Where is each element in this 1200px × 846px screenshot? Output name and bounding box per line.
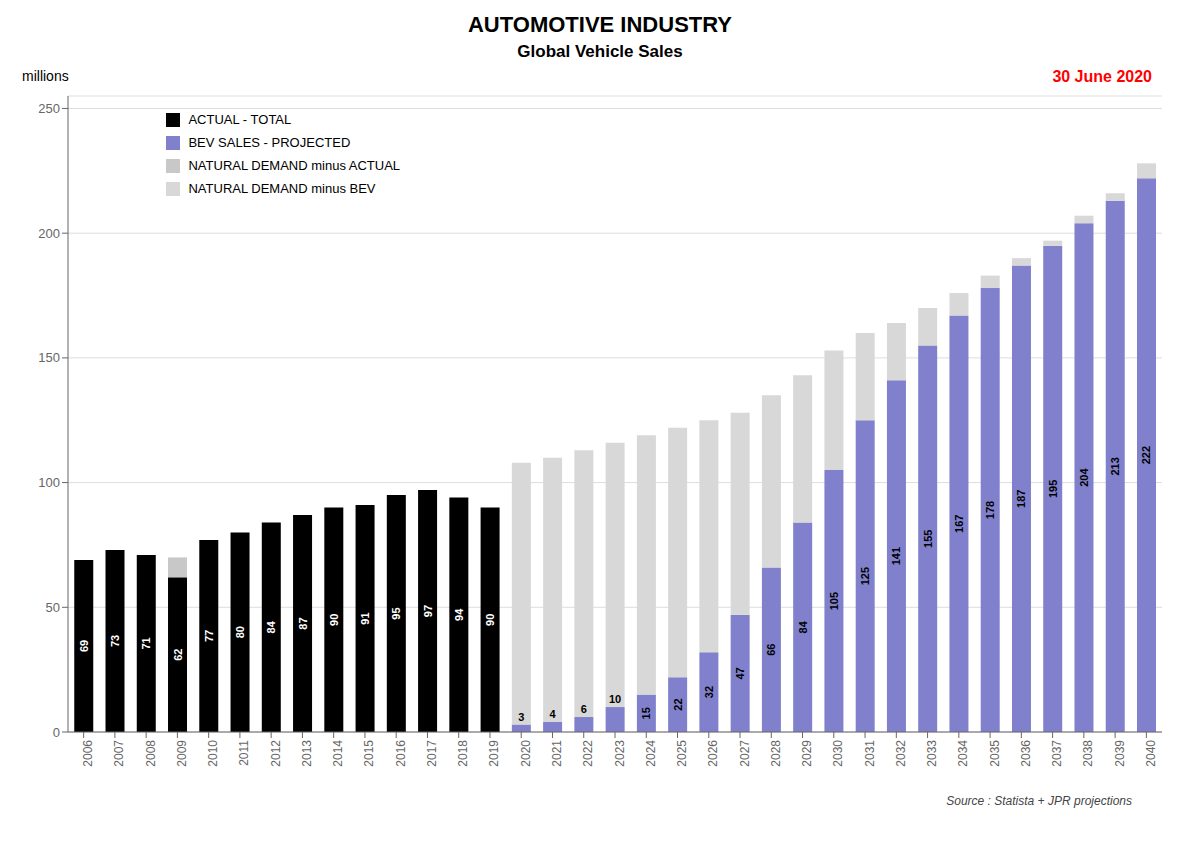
html-text:NATURAL DEMAND minus ACTUAL: NATURAL DEMAND minus ACTUAL [188,158,401,173]
svg-text:2018: 2018 [456,740,470,767]
svg-text:167: 167 [953,515,965,533]
svg-text:71: 71 [140,637,152,649]
svg-text:250: 250 [38,101,60,116]
svg-text:2010: 2010 [206,740,220,767]
svg-text:2015: 2015 [362,740,376,767]
svg-text:2017: 2017 [425,740,439,767]
svg-text:90: 90 [328,614,340,626]
svg-text:178: 178 [984,501,996,519]
svg-text:2032: 2032 [894,740,908,767]
svg-text:2023: 2023 [613,740,627,767]
svg-text:2019: 2019 [487,740,501,767]
html-text:BEV SALES - PROJECTED: BEV SALES - PROJECTED [188,135,351,150]
svg-text:2020: 2020 [519,740,533,767]
svg-text:2006: 2006 [81,740,95,767]
svg-text:2028: 2028 [769,740,783,767]
svg-text:22: 22 [672,698,684,710]
svg-text:150: 150 [38,350,60,365]
svg-text:105: 105 [828,592,840,610]
svg-text:2034: 2034 [956,740,970,767]
svg-text:2011: 2011 [237,740,251,766]
svg-text:2021: 2021 [550,740,564,767]
svg-text:91: 91 [359,612,371,624]
svg-text:94: 94 [453,608,465,621]
svg-text:50: 50 [46,600,60,615]
svg-text:2030: 2030 [831,740,845,767]
svg-text:32: 32 [703,686,715,698]
svg-text:100: 100 [38,475,60,490]
svg-text:77: 77 [203,630,215,642]
svg-text:2008: 2008 [144,740,158,767]
html-text:ACTUAL - TOTAL: ACTUAL - TOTAL [188,112,292,127]
svg-text:141: 141 [890,547,902,565]
svg-text:2025: 2025 [675,740,689,767]
svg-text:222: 222 [1140,446,1152,464]
svg-text:2022: 2022 [581,740,595,767]
svg-text:84: 84 [265,620,277,633]
svg-text:90: 90 [484,614,496,626]
svg-text:10: 10 [609,693,621,705]
svg-text:2038: 2038 [1081,740,1095,767]
svg-text:69: 69 [78,640,90,652]
svg-text:2012: 2012 [269,740,283,767]
svg-text:155: 155 [922,530,934,548]
svg-text:2040: 2040 [1144,740,1158,767]
svg-text:2016: 2016 [394,740,408,767]
svg-text:66: 66 [765,644,777,656]
svg-text:73: 73 [109,635,121,647]
svg-text:2014: 2014 [331,740,345,767]
svg-text:125: 125 [859,567,871,585]
svg-text:84: 84 [797,620,809,633]
svg-text:4: 4 [550,708,557,720]
svg-text:195: 195 [1047,480,1059,498]
svg-text:6: 6 [581,703,587,715]
svg-text:0: 0 [53,725,60,740]
svg-text:3: 3 [518,711,524,723]
svg-text:187: 187 [1015,490,1027,508]
svg-text:95: 95 [390,607,402,619]
svg-text:47: 47 [734,667,746,679]
svg-text:2013: 2013 [300,740,314,767]
svg-text:2035: 2035 [988,740,1002,767]
html-text:30 June 2020: 30 June 2020 [1052,68,1152,85]
svg-text:2037: 2037 [1050,740,1064,767]
svg-text:62: 62 [172,649,184,661]
html-text:Source : Statista + JPR projec: Source : Statista + JPR projections [946,794,1132,808]
svg-text:2036: 2036 [1019,740,1033,767]
html-text:millions: millions [22,68,69,84]
svg-text:2033: 2033 [925,740,939,767]
svg-text:2009: 2009 [175,740,189,767]
svg-text:2024: 2024 [644,740,658,767]
svg-text:204: 204 [1078,468,1090,487]
svg-text:2026: 2026 [706,740,720,767]
svg-text:2007: 2007 [112,740,126,767]
html-text:AUTOMOTIVE INDUSTRY: AUTOMOTIVE INDUSTRY [468,12,732,37]
svg-text:2029: 2029 [800,740,814,767]
svg-text:87: 87 [297,617,309,629]
svg-text:80: 80 [234,626,246,638]
svg-text:97: 97 [422,605,434,617]
svg-text:2031: 2031 [863,740,877,767]
svg-text:15: 15 [640,707,652,719]
svg-text:200: 200 [38,226,60,241]
html-text:Global Vehicle Sales: Global Vehicle Sales [517,42,683,61]
svg-text:213: 213 [1109,457,1121,475]
html-text:NATURAL DEMAND minus BEV: NATURAL DEMAND minus BEV [188,181,376,196]
svg-text:2027: 2027 [738,740,752,767]
svg-text:2039: 2039 [1113,740,1127,767]
